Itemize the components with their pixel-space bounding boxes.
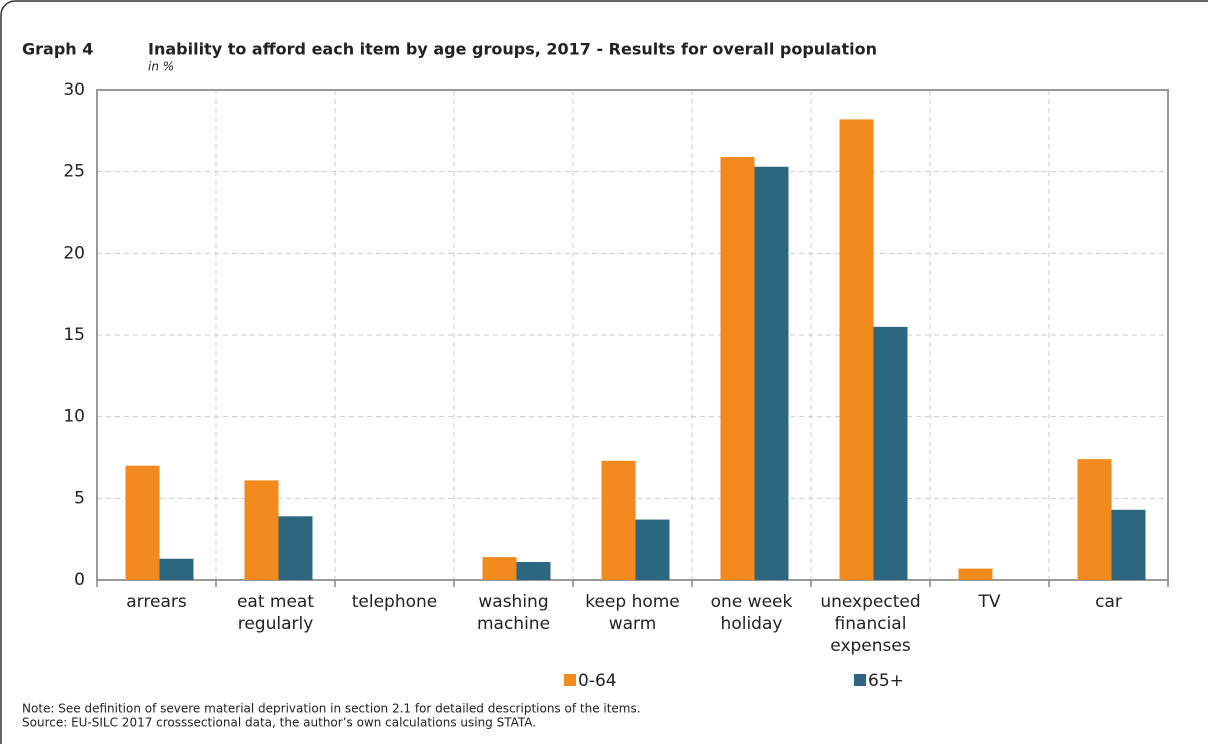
- note: Note: See definition of severe material …: [22, 702, 641, 716]
- bar: [244, 480, 279, 580]
- x-tick-label: warm: [609, 614, 657, 634]
- bar: [482, 557, 517, 580]
- bar: [125, 465, 160, 580]
- x-tick-label: holiday: [721, 614, 783, 634]
- y-tick-label: 0: [74, 570, 85, 590]
- bar: [635, 519, 670, 580]
- legend-swatch: [854, 674, 866, 686]
- chart-title: Inability to afford each item by age gro…: [148, 40, 877, 59]
- y-tick-label: 5: [74, 488, 85, 508]
- x-tick-label: car: [1095, 592, 1122, 612]
- bar: [839, 119, 874, 581]
- bar: [1077, 459, 1112, 580]
- legend-swatch: [564, 674, 576, 686]
- bar: [754, 166, 789, 580]
- bar: [873, 326, 908, 580]
- bar: [516, 562, 551, 580]
- graph-label: Graph 4: [22, 40, 93, 59]
- bar: [159, 558, 194, 580]
- x-tick-label: washing: [478, 592, 548, 612]
- y-tick-label: 15: [63, 325, 85, 345]
- y-tick-label: 20: [63, 243, 85, 263]
- x-tick-label: TV: [977, 592, 1000, 612]
- chart-subtitle: in %: [148, 60, 174, 74]
- x-tick-label: telephone: [352, 592, 438, 612]
- y-tick-label: 30: [63, 80, 85, 100]
- y-tick-label: 25: [63, 162, 85, 182]
- legend-label: 0-64: [578, 671, 617, 691]
- x-tick-label: keep home: [585, 592, 680, 612]
- bar: [278, 516, 313, 580]
- bar: [958, 568, 993, 580]
- bar: [720, 156, 755, 580]
- note: Source: EU-SILC 2017 crosssectional data…: [22, 716, 536, 730]
- bar: [601, 460, 636, 580]
- x-tick-label: financial: [835, 614, 907, 634]
- x-tick-label: one week: [711, 592, 793, 612]
- x-tick-label: machine: [477, 614, 550, 634]
- legend-label: 65+: [868, 671, 904, 691]
- x-tick-label: regularly: [238, 614, 314, 634]
- x-tick-label: unexpected: [820, 592, 920, 612]
- bar: [1111, 509, 1146, 580]
- x-tick-label: arrears: [126, 592, 187, 612]
- x-tick-label: eat meat: [237, 592, 314, 612]
- y-tick-label: 10: [63, 407, 85, 427]
- x-tick-label: expenses: [830, 636, 911, 656]
